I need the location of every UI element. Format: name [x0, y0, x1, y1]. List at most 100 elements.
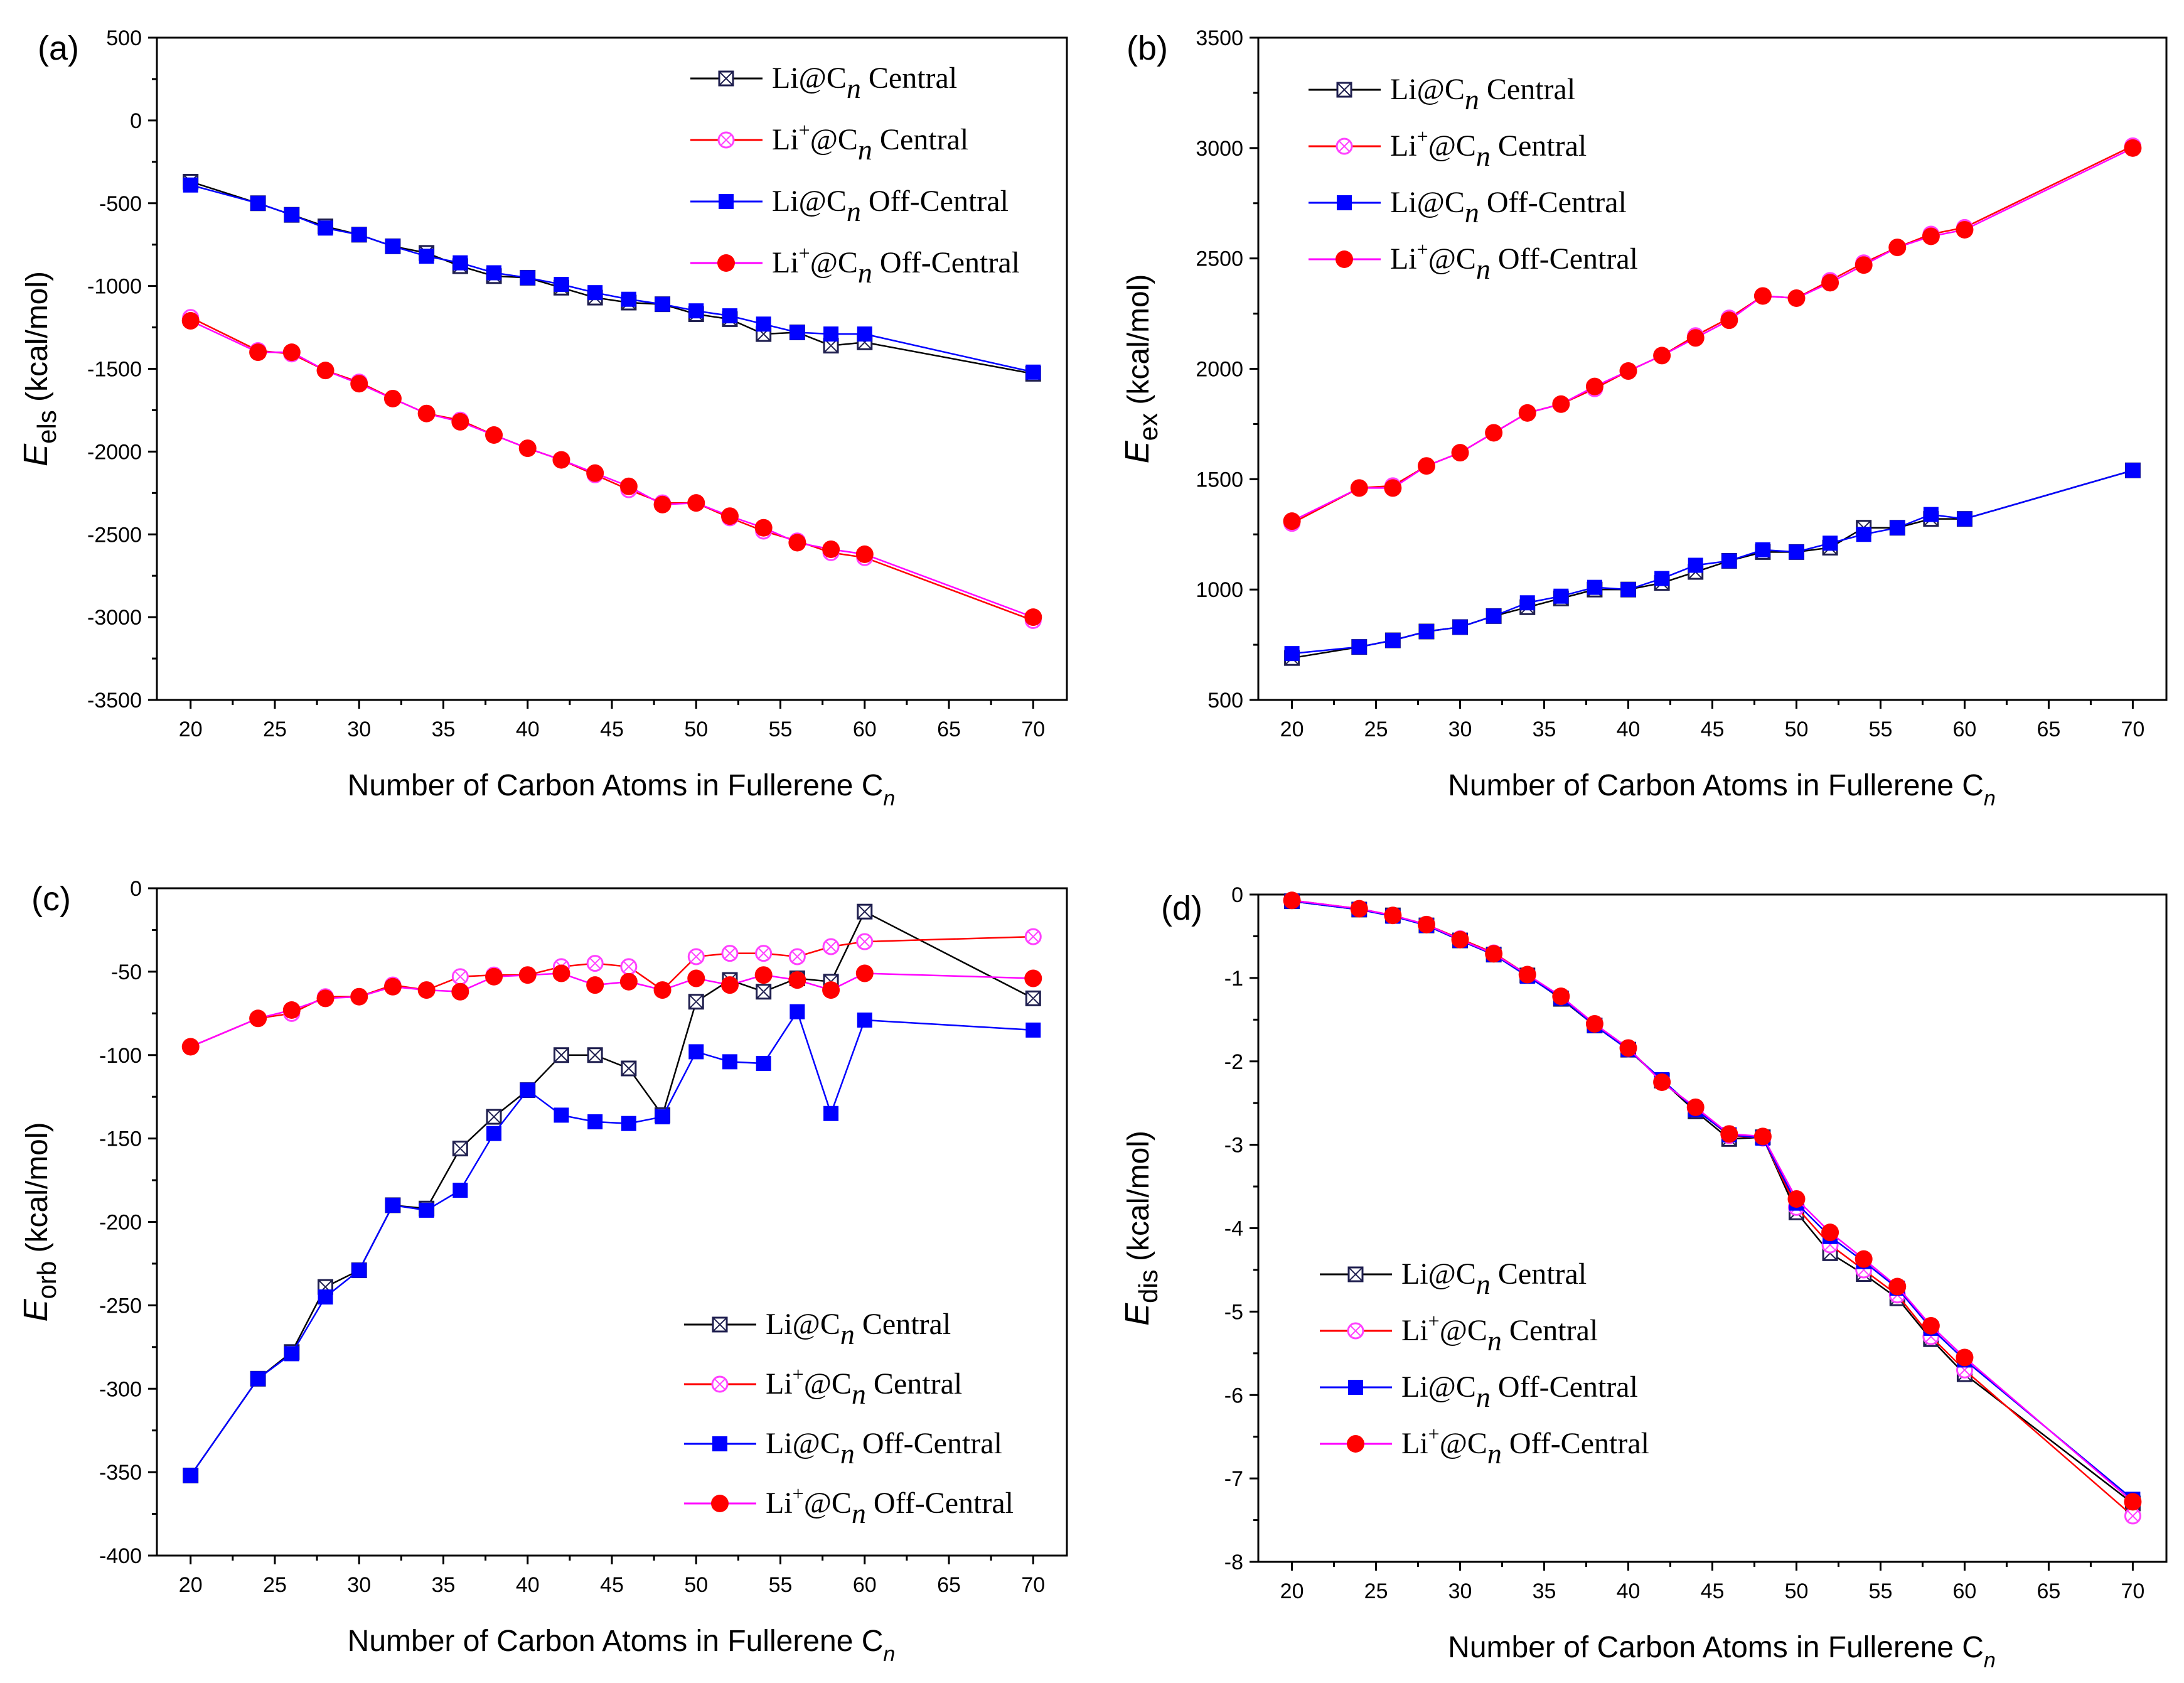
data-point: [822, 540, 840, 558]
data-point: [722, 308, 737, 324]
data-point: [1720, 311, 1738, 330]
x-tick-label: 50: [1785, 1579, 1809, 1603]
x-tick-label: 60: [1953, 1579, 1977, 1603]
data-point: [823, 1105, 839, 1121]
data-point: [1653, 1073, 1671, 1091]
data-point: [318, 1289, 333, 1305]
data-point: [1720, 1125, 1738, 1143]
x-tick-label: 70: [1021, 718, 1045, 741]
legend-marker: [1336, 82, 1352, 98]
data-point: [619, 972, 638, 991]
x-tick-label: 40: [516, 1573, 540, 1597]
x-tick-label: 20: [1280, 718, 1304, 741]
series-li-plus-cn-central: [182, 309, 1042, 629]
y-tick-label: -300: [99, 1377, 142, 1401]
y-tick-label: -8: [1224, 1551, 1243, 1574]
legend-item-li-cn-off-central: Li@Cn Off-Central: [1309, 186, 1627, 229]
data-point: [1956, 220, 1974, 239]
y-tick-label: 2000: [1196, 358, 1243, 382]
data-point: [619, 477, 638, 495]
data-point: [754, 519, 773, 537]
data-point: [1024, 608, 1042, 626]
y-tick-label: -2: [1224, 1050, 1243, 1074]
y-tick-label: -250: [99, 1294, 142, 1318]
data-point: [350, 987, 368, 1006]
data-point: [385, 239, 400, 254]
legend-marker: [711, 1375, 729, 1393]
data-point: [688, 994, 704, 1010]
data-point: [554, 276, 569, 292]
legend-marker: [1337, 195, 1352, 210]
x-tick-label: 30: [1448, 718, 1472, 741]
series-li-plus-cn-off-central: [1283, 139, 2142, 530]
data-point: [1789, 544, 1804, 560]
legend-item-li-plus-cn-off-central: Li+@Cn Off-Central: [684, 1482, 1014, 1529]
data-point: [452, 1183, 468, 1198]
y-tick-label: -100: [99, 1044, 142, 1068]
data-point: [756, 984, 772, 1000]
data-point: [1753, 1127, 1772, 1146]
legend-label: Li@Cn Central: [1401, 1257, 1587, 1300]
y-tick-label: 500: [106, 26, 142, 50]
series-line: [190, 316, 1034, 621]
legend-label: Li+@Cn Off-Central: [1390, 238, 1638, 285]
data-point: [688, 1044, 704, 1060]
x-axis-label: Number of Carbon Atoms in Fullerene Cn: [1448, 1631, 1996, 1672]
data-point: [1451, 930, 1469, 949]
series-li-plus-cn-off-central: [181, 312, 1042, 626]
data-point: [687, 494, 705, 512]
legend-item-li-cn-off-central: Li@Cn Off-Central: [690, 185, 1009, 227]
data-point: [316, 362, 335, 380]
data-point: [1855, 1250, 1873, 1268]
series-line: [1292, 470, 2133, 659]
data-point: [1417, 457, 1435, 475]
y-axis-label: Eorb (kcal/mol): [17, 1122, 62, 1321]
data-point: [181, 312, 200, 330]
x-tick-label: 50: [684, 1573, 708, 1597]
y-tick-label: -1: [1224, 967, 1243, 991]
data-point: [1585, 377, 1603, 395]
y-tick-label: -500: [99, 192, 142, 216]
x-tick-label: 30: [347, 718, 371, 741]
x-tick-label: 60: [1953, 718, 1977, 741]
legend: Li@Cn Central Li+@Cn Central Li@Cn Off-Cen…: [1320, 1257, 1649, 1470]
x-tick-label: 65: [937, 718, 961, 741]
data-point: [284, 207, 299, 223]
data-point: [1025, 364, 1041, 380]
legend-label: Li+@Cn Central: [1390, 125, 1587, 172]
legend-item-li-cn-central: Li@Cn Central: [690, 62, 957, 104]
data-point: [554, 1107, 569, 1123]
x-tick-label: 25: [263, 718, 287, 741]
x-tick-label: 20: [179, 718, 203, 741]
data-point: [1384, 906, 1402, 925]
data-point: [518, 439, 537, 458]
data-point: [250, 1371, 266, 1387]
legend: Li@Cn Central Li+@Cn Central Li@Cn Off-Cen…: [684, 1308, 1014, 1529]
series-li-plus-cn-central: [182, 928, 1042, 1055]
x-tick-label: 65: [2037, 1579, 2061, 1603]
series-line: [1292, 900, 2134, 1517]
series-line: [1292, 470, 2133, 655]
y-tick-label: 0: [1231, 883, 1243, 907]
y-tick-label: 500: [1207, 689, 1243, 712]
data-point: [451, 412, 469, 431]
data-point: [383, 389, 402, 407]
y-axis-label: Eex (kcal/mol): [1118, 274, 1163, 464]
data-point: [1585, 1014, 1603, 1033]
data-point: [620, 958, 638, 976]
series-li-cn-off-central: [1284, 463, 2141, 662]
data-point: [756, 1056, 771, 1072]
data-point: [1024, 969, 1042, 987]
series-li-plus-cn-off-central: [181, 964, 1042, 1056]
legend-marker: [711, 1495, 729, 1512]
y-tick-label: 1500: [1196, 468, 1243, 492]
data-point: [788, 971, 806, 989]
x-tick-label: 55: [1869, 1579, 1893, 1603]
y-tick-label: -2500: [87, 523, 142, 547]
y-tick-label: -3500: [87, 689, 142, 712]
x-tick-label: 60: [853, 718, 877, 741]
legend-marker: [718, 70, 734, 87]
data-point: [417, 981, 436, 999]
data-point: [1686, 1098, 1705, 1116]
legend-marker: [1347, 1266, 1364, 1282]
